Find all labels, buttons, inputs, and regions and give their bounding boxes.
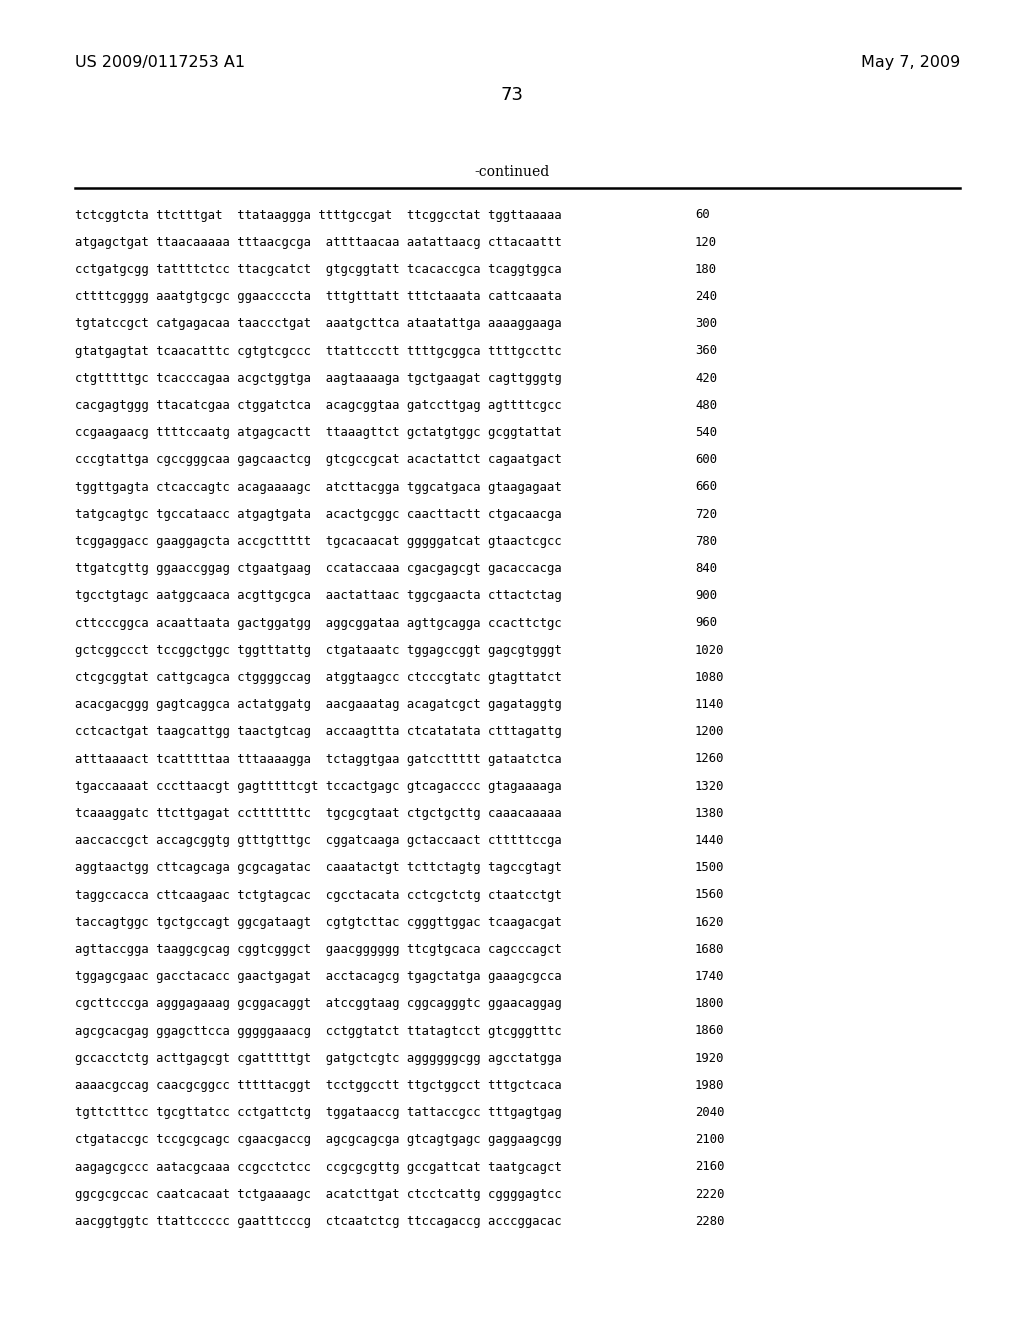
Text: -continued: -continued	[474, 165, 550, 180]
Text: 360: 360	[695, 345, 717, 358]
Text: cacgagtggg ttacatcgaa ctggatctca  acagcggtaa gatccttgag agttttcgcc: cacgagtggg ttacatcgaa ctggatctca acagcgg…	[75, 399, 562, 412]
Text: 2100: 2100	[695, 1134, 725, 1146]
Text: ttgatcgttg ggaaccggag ctgaatgaag  ccataccaaa cgacgagcgt gacaccacga: ttgatcgttg ggaaccggag ctgaatgaag ccatacc…	[75, 562, 562, 576]
Text: atgagctgat ttaacaaaaa tttaacgcga  attttaacaa aatattaacg cttacaattt: atgagctgat ttaacaaaaa tttaacgcga attttaa…	[75, 236, 562, 248]
Text: tgcctgtagc aatggcaaca acgttgcgca  aactattaac tggcgaacta cttactctag: tgcctgtagc aatggcaaca acgttgcgca aactatt…	[75, 589, 562, 602]
Text: May 7, 2009: May 7, 2009	[861, 54, 961, 70]
Text: tcaaaggatc ttcttgagat cctttttttc  tgcgcgtaat ctgctgcttg caaacaaaaa: tcaaaggatc ttcttgagat cctttttttc tgcgcgt…	[75, 807, 562, 820]
Text: 2280: 2280	[695, 1214, 725, 1228]
Text: taggccacca cttcaagaac tctgtagcac  cgcctacata cctcgctctg ctaatcctgt: taggccacca cttcaagaac tctgtagcac cgcctac…	[75, 888, 562, 902]
Text: ggcgcgccac caatcacaat tctgaaaagc  acatcttgat ctcctcattg cggggagtcc: ggcgcgccac caatcacaat tctgaaaagc acatctt…	[75, 1188, 562, 1201]
Text: ctcgcggtat cattgcagca ctggggccag  atggtaagcc ctcccgtatc gtagttatct: ctcgcggtat cattgcagca ctggggccag atggtaa…	[75, 671, 562, 684]
Text: 960: 960	[695, 616, 717, 630]
Text: 540: 540	[695, 426, 717, 440]
Text: 1560: 1560	[695, 888, 725, 902]
Text: cttcccggca acaattaata gactggatgg  aggcggataa agttgcagga ccacttctgc: cttcccggca acaattaata gactggatgg aggcgga…	[75, 616, 562, 630]
Text: cgcttcccga agggagaaag gcggacaggt  atccggtaag cggcagggtc ggaacaggag: cgcttcccga agggagaaag gcggacaggt atccggt…	[75, 998, 562, 1010]
Text: tggagcgaac gacctacacc gaactgagat  acctacagcg tgagctatga gaaagcgcca: tggagcgaac gacctacacc gaactgagat acctaca…	[75, 970, 562, 983]
Text: ctgtttttgc tcacccagaa acgctggtga  aagtaaaaga tgctgaagat cagttgggtg: ctgtttttgc tcacccagaa acgctggtga aagtaaa…	[75, 372, 562, 384]
Text: 900: 900	[695, 589, 717, 602]
Text: 180: 180	[695, 263, 717, 276]
Text: cttttcgggg aaatgtgcgc ggaaccccta  tttgtttatt tttctaaata cattcaaata: cttttcgggg aaatgtgcgc ggaaccccta tttgttt…	[75, 290, 562, 304]
Text: 73: 73	[501, 86, 523, 104]
Text: 840: 840	[695, 562, 717, 576]
Text: 420: 420	[695, 372, 717, 384]
Text: 1620: 1620	[695, 916, 725, 929]
Text: 780: 780	[695, 535, 717, 548]
Text: US 2009/0117253 A1: US 2009/0117253 A1	[75, 54, 245, 70]
Text: 2220: 2220	[695, 1188, 725, 1201]
Text: tcggaggacc gaaggagcta accgcttttt  tgcacaacat gggggatcat gtaactcgcc: tcggaggacc gaaggagcta accgcttttt tgcacaa…	[75, 535, 562, 548]
Text: 1680: 1680	[695, 942, 725, 956]
Text: 1020: 1020	[695, 644, 725, 657]
Text: cctgatgcgg tattttctcc ttacgcatct  gtgcggtatt tcacaccgca tcaggtggca: cctgatgcgg tattttctcc ttacgcatct gtgcggt…	[75, 263, 562, 276]
Text: 1980: 1980	[695, 1078, 725, 1092]
Text: aaccaccgct accagcggtg gtttgtttgc  cggatcaaga gctaccaact ctttttccga: aaccaccgct accagcggtg gtttgtttgc cggatca…	[75, 834, 562, 847]
Text: 60: 60	[695, 209, 710, 222]
Text: ccgaagaacg ttttccaatg atgagcactt  ttaaagttct gctatgtggc gcggtattat: ccgaagaacg ttttccaatg atgagcactt ttaaagt…	[75, 426, 562, 440]
Text: 1140: 1140	[695, 698, 725, 711]
Text: tgtatccgct catgagacaa taaccctgat  aaatgcttca ataatattga aaaaggaaga: tgtatccgct catgagacaa taaccctgat aaatgct…	[75, 317, 562, 330]
Text: 1260: 1260	[695, 752, 725, 766]
Text: 300: 300	[695, 317, 717, 330]
Text: tctcggtcta ttctttgat  ttataaggga ttttgccgat  ttcggcctat tggttaaaaa: tctcggtcta ttctttgat ttataaggga ttttgccg…	[75, 209, 562, 222]
Text: aagagcgccc aatacgcaaa ccgcctctcc  ccgcgcgttg gccgattcat taatgcagct: aagagcgccc aatacgcaaa ccgcctctcc ccgcgcg…	[75, 1160, 562, 1173]
Text: 480: 480	[695, 399, 717, 412]
Text: cctcactgat taagcattgg taactgtcag  accaagttta ctcatatata ctttagattg: cctcactgat taagcattgg taactgtcag accaagt…	[75, 725, 562, 738]
Text: atttaaaact tcatttttaa tttaaaagga  tctaggtgaa gatccttttt gataatctca: atttaaaact tcatttttaa tttaaaagga tctaggt…	[75, 752, 562, 766]
Text: 2160: 2160	[695, 1160, 725, 1173]
Text: 660: 660	[695, 480, 717, 494]
Text: aacggtggtc ttattccccc gaatttcccg  ctcaatctcg ttccagaccg acccggacac: aacggtggtc ttattccccc gaatttcccg ctcaatc…	[75, 1214, 562, 1228]
Text: 600: 600	[695, 453, 717, 466]
Text: taccagtggc tgctgccagt ggcgataagt  cgtgtcttac cgggttggac tcaagacgat: taccagtggc tgctgccagt ggcgataagt cgtgtct…	[75, 916, 562, 929]
Text: 2040: 2040	[695, 1106, 725, 1119]
Text: 120: 120	[695, 236, 717, 248]
Text: tggttgagta ctcaccagtc acagaaaagc  atcttacgga tggcatgaca gtaagagaat: tggttgagta ctcaccagtc acagaaaagc atcttac…	[75, 480, 562, 494]
Text: 1320: 1320	[695, 780, 725, 793]
Text: 720: 720	[695, 508, 717, 520]
Text: acacgacggg gagtcaggca actatggatg  aacgaaatag acagatcgct gagataggtg: acacgacggg gagtcaggca actatggatg aacgaaa…	[75, 698, 562, 711]
Text: 1200: 1200	[695, 725, 725, 738]
Text: 1500: 1500	[695, 861, 725, 874]
Text: tgaccaaaat cccttaacgt gagtttttcgt tccactgagc gtcagacccc gtagaaaaga: tgaccaaaat cccttaacgt gagtttttcgt tccact…	[75, 780, 562, 793]
Text: gtatgagtat tcaacatttc cgtgtcgccc  ttattccctt ttttgcggca ttttgccttc: gtatgagtat tcaacatttc cgtgtcgccc ttattcc…	[75, 345, 562, 358]
Text: aaaacgccag caacgcggcc tttttacggt  tcctggcctt ttgctggcct tttgctcaca: aaaacgccag caacgcggcc tttttacggt tcctggc…	[75, 1078, 562, 1092]
Text: 1440: 1440	[695, 834, 725, 847]
Text: tgttctttcc tgcgttatcc cctgattctg  tggataaccg tattaccgcc tttgagtgag: tgttctttcc tgcgttatcc cctgattctg tggataa…	[75, 1106, 562, 1119]
Text: 1920: 1920	[695, 1052, 725, 1065]
Text: 1740: 1740	[695, 970, 725, 983]
Text: 1380: 1380	[695, 807, 725, 820]
Text: aggtaactgg cttcagcaga gcgcagatac  caaatactgt tcttctagtg tagccgtagt: aggtaactgg cttcagcaga gcgcagatac caaatac…	[75, 861, 562, 874]
Text: gctcggccct tccggctggc tggtttattg  ctgataaatc tggagccggt gagcgtgggt: gctcggccct tccggctggc tggtttattg ctgataa…	[75, 644, 562, 657]
Text: agttaccgga taaggcgcag cggtcgggct  gaacgggggg ttcgtgcaca cagcccagct: agttaccgga taaggcgcag cggtcgggct gaacggg…	[75, 942, 562, 956]
Text: tatgcagtgc tgccataacc atgagtgata  acactgcggc caacttactt ctgacaacga: tatgcagtgc tgccataacc atgagtgata acactgc…	[75, 508, 562, 520]
Text: gccacctctg acttgagcgt cgatttttgt  gatgctcgtc aggggggcgg agcctatgga: gccacctctg acttgagcgt cgatttttgt gatgctc…	[75, 1052, 562, 1065]
Text: 1080: 1080	[695, 671, 725, 684]
Text: 240: 240	[695, 290, 717, 304]
Text: cccgtattga cgccgggcaa gagcaactcg  gtcgccgcat acactattct cagaatgact: cccgtattga cgccgggcaa gagcaactcg gtcgccg…	[75, 453, 562, 466]
Text: 1860: 1860	[695, 1024, 725, 1038]
Text: 1800: 1800	[695, 998, 725, 1010]
Text: ctgataccgc tccgcgcagc cgaacgaccg  agcgcagcga gtcagtgagc gaggaagcgg: ctgataccgc tccgcgcagc cgaacgaccg agcgcag…	[75, 1134, 562, 1146]
Text: agcgcacgag ggagcttcca gggggaaacg  cctggtatct ttatagtcct gtcgggtttc: agcgcacgag ggagcttcca gggggaaacg cctggta…	[75, 1024, 562, 1038]
